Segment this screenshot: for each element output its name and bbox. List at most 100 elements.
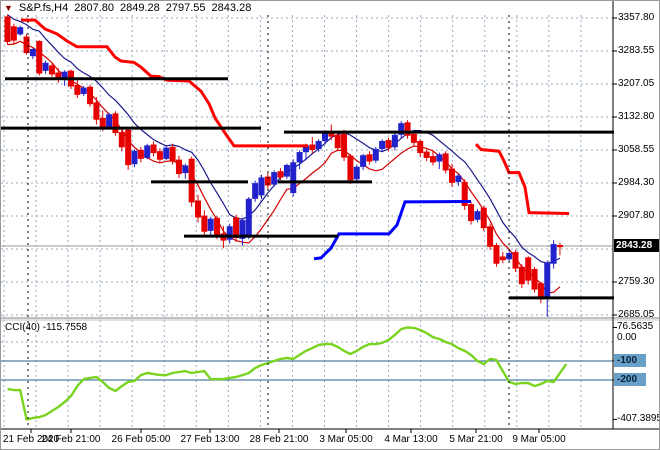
candle-body xyxy=(436,154,443,162)
candle-body xyxy=(99,117,106,128)
candle-body xyxy=(410,133,417,143)
candle-body xyxy=(366,154,373,162)
candle-body xyxy=(214,217,221,236)
candle-body xyxy=(474,211,481,220)
candle-body xyxy=(550,244,557,264)
trail-stop-red-1 xyxy=(21,18,308,148)
ma-high-line xyxy=(7,14,561,264)
candle-body xyxy=(480,207,487,229)
candle-body xyxy=(353,166,360,180)
time-axis-label: 21 Feb 2020 xyxy=(2,434,60,445)
candle-body xyxy=(87,86,94,105)
time-axis-label: 24 Feb 21:00 xyxy=(41,434,101,445)
candle-body xyxy=(493,244,500,264)
price-axis-label: 3207.05 xyxy=(618,78,655,89)
time-axis-label: 4 Mar 13:00 xyxy=(384,434,438,445)
ohlc-low: 2797.55 xyxy=(165,2,206,14)
time-axis-label: 9 Mar 05:00 xyxy=(512,434,566,445)
price-axis-label: 3357.80 xyxy=(618,12,655,23)
trail-stop-blue xyxy=(313,200,472,261)
candle-body xyxy=(417,140,424,154)
price-axis-label: 2984.30 xyxy=(618,177,655,188)
candle-body xyxy=(182,165,189,174)
candle-body xyxy=(518,266,525,285)
ohlc-open: 2807.80 xyxy=(74,2,115,14)
candle-body xyxy=(245,198,252,236)
candle-body xyxy=(93,102,100,120)
candle-body xyxy=(341,133,348,158)
candle-body xyxy=(252,183,259,199)
candle-body xyxy=(112,113,119,134)
candle-body xyxy=(309,144,316,150)
candle-body xyxy=(163,147,170,159)
candle-body xyxy=(156,151,163,160)
price-axis-label: 2759.30 xyxy=(618,276,655,287)
candle-body xyxy=(290,162,297,194)
candle-body xyxy=(277,171,284,178)
candle-body xyxy=(347,155,354,181)
candle-body xyxy=(118,132,125,148)
candle-body xyxy=(36,40,43,74)
candle-body xyxy=(296,152,303,163)
candle-body xyxy=(531,268,538,290)
candle-body xyxy=(360,155,367,167)
candle-body xyxy=(442,153,449,171)
candle-body xyxy=(499,256,506,261)
candle-body xyxy=(74,84,81,95)
candle-body xyxy=(379,140,386,150)
candle-body xyxy=(334,134,341,149)
candle-body xyxy=(461,181,468,206)
cci-max-label: 76.5635 xyxy=(617,321,654,333)
candle-body xyxy=(4,16,11,42)
candle-body xyxy=(239,220,246,239)
candle-body xyxy=(175,159,182,174)
candle-body xyxy=(42,62,49,71)
candle-body xyxy=(131,150,138,165)
candle-body xyxy=(144,145,151,158)
candle-body xyxy=(455,175,462,182)
candle-body xyxy=(137,149,144,159)
candle-body xyxy=(283,164,290,177)
price-axis-label: 2907.80 xyxy=(618,210,655,221)
trail-stop-red-2 xyxy=(474,143,570,215)
time-axis-label: 3 Mar 05:00 xyxy=(319,434,373,445)
candle-body xyxy=(106,114,113,127)
cci-min-label: -407.3895 xyxy=(617,413,660,425)
candle-body xyxy=(150,144,157,154)
candle-body xyxy=(271,172,278,185)
time-axis-label: 26 Feb 05:00 xyxy=(111,434,171,445)
cci-level-200-badge: -200 xyxy=(614,373,646,386)
candle-body xyxy=(391,134,398,148)
current-price-badge: 2843.28 xyxy=(614,239,659,252)
candle-body xyxy=(449,168,455,183)
candle-body xyxy=(404,122,411,136)
time-axis-label: 28 Feb 21:00 xyxy=(249,434,309,445)
candle-body xyxy=(258,177,265,196)
chart-title-bar: ▼ S&P.fs,H4 2807.80 2849.28 2797.55 2843… xyxy=(4,2,251,14)
price-axis-label: 3058.55 xyxy=(618,144,655,155)
candle-body xyxy=(512,252,519,269)
candle-body xyxy=(544,262,551,299)
cci-level-100-badge: -100 xyxy=(614,354,646,367)
candle-body xyxy=(17,27,24,35)
candle-body xyxy=(29,48,36,57)
price-axis-label: 3132.80 xyxy=(618,111,655,122)
candle-body xyxy=(429,156,436,163)
candle-body xyxy=(315,140,322,150)
ohlc-high: 2849.28 xyxy=(120,2,160,14)
candle-body xyxy=(487,226,494,247)
ma-low-line xyxy=(7,40,561,294)
candle-body xyxy=(169,146,176,162)
symbol-dropdown-icon[interactable]: ▼ xyxy=(4,3,13,13)
price-axis-label: 3283.55 xyxy=(618,45,655,56)
time-axis-label: 27 Feb 13:00 xyxy=(180,434,240,445)
candle-body xyxy=(226,226,233,240)
candle-body xyxy=(125,129,132,166)
symbol-period-label: S&P.fs,H4 xyxy=(18,2,69,14)
ohlc-close: 2843.28 xyxy=(211,2,252,14)
candle-body xyxy=(80,87,87,94)
cci-zero-label: 0.00 xyxy=(617,332,637,343)
candle-body xyxy=(23,36,30,54)
